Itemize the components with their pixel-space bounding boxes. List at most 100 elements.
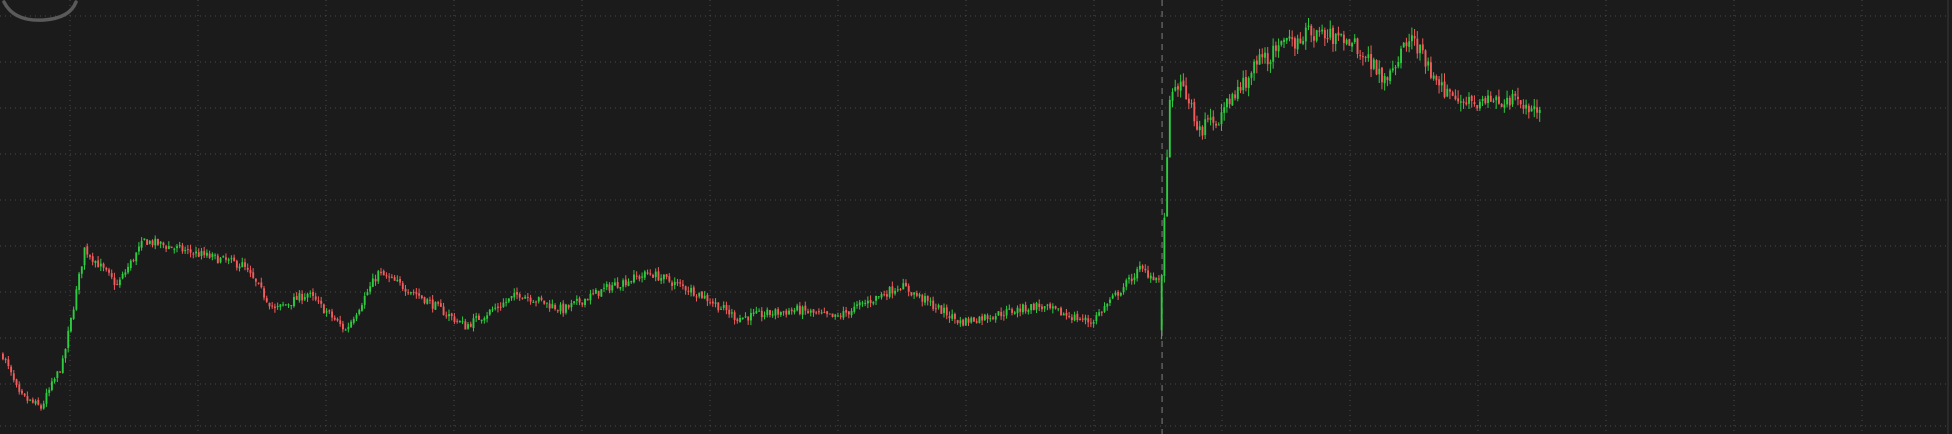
- candle-body: [26, 396, 29, 401]
- candle-up: [763, 311, 766, 320]
- candle-body: [565, 304, 567, 313]
- candle-up: [1459, 94, 1462, 112]
- candle-body: [173, 248, 176, 250]
- candle-down: [1498, 89, 1500, 105]
- candle-down: [1076, 310, 1079, 323]
- candle-up: [1179, 74, 1182, 98]
- candle-body: [1367, 54, 1370, 59]
- candle-up: [834, 313, 837, 320]
- candle-body: [777, 309, 780, 315]
- candle-down: [235, 259, 238, 271]
- candle-down: [709, 298, 712, 305]
- candle-body: [1345, 39, 1348, 44]
- candle-up: [1095, 312, 1098, 325]
- candle-body: [932, 300, 935, 309]
- candle-up: [1402, 41, 1405, 48]
- candle-body: [265, 298, 268, 302]
- candle-body: [1397, 61, 1400, 67]
- candle-down: [102, 262, 105, 272]
- candle-body: [660, 278, 663, 281]
- candle-body: [445, 315, 448, 317]
- candle-down: [1462, 98, 1465, 109]
- candle-down: [431, 294, 434, 313]
- candle-down: [839, 312, 842, 320]
- candle-up: [575, 295, 578, 305]
- candle-up: [211, 252, 214, 261]
- candle-down: [314, 292, 317, 302]
- candle-up: [875, 295, 878, 306]
- candle-up: [1378, 60, 1381, 84]
- candle-body: [284, 304, 287, 306]
- candle-body: [733, 312, 736, 320]
- candle-up: [896, 285, 899, 293]
- candle-body: [1255, 60, 1258, 65]
- candle-down: [592, 289, 595, 296]
- candle-body: [521, 297, 524, 299]
- candle-body: [834, 314, 837, 317]
- candle-up: [1160, 273, 1163, 340]
- candle-down: [886, 290, 888, 301]
- candle-down: [317, 296, 320, 304]
- candle-body: [159, 241, 162, 244]
- candle-body: [605, 284, 608, 288]
- candle-up: [1163, 212, 1166, 283]
- candle-body: [167, 246, 170, 249]
- candle-body: [347, 326, 350, 330]
- candle-body: [1340, 34, 1343, 36]
- candle-up: [347, 322, 350, 333]
- candle-body: [888, 286, 891, 297]
- candle-body: [1095, 315, 1098, 322]
- candle-body: [970, 317, 973, 323]
- candle-up: [1166, 149, 1169, 217]
- candle-up: [1391, 60, 1394, 73]
- candle-up: [1008, 304, 1011, 310]
- candle-up: [1372, 57, 1375, 71]
- candle-down: [1049, 302, 1052, 310]
- candle-body: [1114, 292, 1117, 295]
- candle-body: [861, 302, 864, 304]
- candle-body: [301, 293, 304, 301]
- candle-down: [516, 287, 518, 300]
- candle-body: [1084, 317, 1087, 321]
- candle-body: [331, 311, 334, 318]
- candle-up: [758, 308, 761, 312]
- candle-down: [453, 313, 456, 325]
- candle-down: [1054, 305, 1057, 310]
- candle-up: [1209, 108, 1212, 126]
- candle-up: [880, 292, 883, 300]
- candle-body: [1503, 104, 1506, 108]
- candle-body: [50, 381, 53, 390]
- candle-down: [407, 289, 410, 295]
- candle-up: [1204, 112, 1207, 140]
- candle-body: [170, 246, 173, 249]
- candle-body: [643, 271, 646, 278]
- candle-body: [203, 251, 206, 256]
- candle-body: [442, 306, 445, 316]
- candle-body: [913, 292, 916, 295]
- candle-body: [1269, 61, 1272, 65]
- candle-down: [815, 310, 818, 315]
- candle-down: [18, 381, 21, 395]
- candle-body: [1138, 265, 1141, 270]
- candle-down: [208, 250, 211, 259]
- candle-up: [793, 307, 796, 315]
- candle-body: [630, 281, 633, 283]
- candle-body: [592, 293, 595, 295]
- candle-down: [932, 296, 935, 312]
- candle-down: [831, 313, 834, 318]
- candle-body: [423, 297, 426, 304]
- candle-body: [497, 306, 499, 308]
- candle-up: [143, 238, 146, 241]
- candle-up: [1400, 45, 1402, 69]
- candle-body: [461, 321, 464, 323]
- candle-up: [1340, 33, 1343, 37]
- candle-down: [1514, 91, 1517, 101]
- candle-up: [924, 293, 926, 306]
- candle-down: [2, 352, 4, 361]
- candle-up: [1128, 274, 1130, 284]
- candle-up: [290, 305, 293, 310]
- candle-body: [23, 393, 26, 396]
- candle-up: [1296, 34, 1299, 55]
- candle-down: [1234, 90, 1237, 101]
- candle-down: [581, 302, 584, 308]
